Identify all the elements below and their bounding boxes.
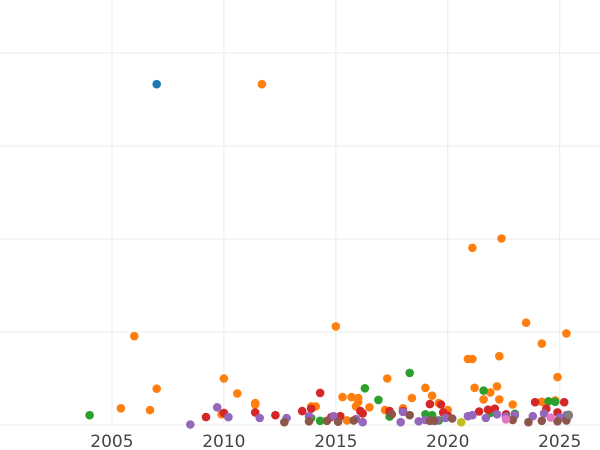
data-point xyxy=(130,331,139,341)
data-point xyxy=(530,397,540,407)
data-point xyxy=(524,417,533,427)
data-point xyxy=(497,234,506,243)
data-point xyxy=(219,374,229,383)
data-point xyxy=(430,416,439,426)
data-point xyxy=(553,372,562,382)
data-point xyxy=(521,318,531,328)
data-point xyxy=(539,409,549,418)
grid xyxy=(0,0,600,426)
data-point xyxy=(233,389,242,398)
data-point xyxy=(297,406,307,416)
data-point xyxy=(306,404,316,414)
data-point xyxy=(562,329,571,338)
data-point xyxy=(342,416,352,425)
data-point xyxy=(116,404,126,413)
data-point xyxy=(331,322,341,331)
data-point xyxy=(495,395,504,404)
data-point xyxy=(374,395,383,405)
x-tick-label: 2015 xyxy=(314,432,357,450)
x-tick-label: 2025 xyxy=(538,432,581,450)
data-point xyxy=(537,397,547,407)
data-point xyxy=(360,384,370,393)
data-point xyxy=(349,416,359,425)
data-point xyxy=(405,368,415,378)
data-point xyxy=(255,413,264,423)
data-point xyxy=(358,417,368,427)
data-point xyxy=(398,407,408,417)
x-axis-tick-labels: 2005 2010 2015 2020 2025 xyxy=(90,432,581,450)
scatter-points xyxy=(85,79,573,429)
data-point xyxy=(483,405,493,415)
data-point xyxy=(508,415,517,425)
data-point xyxy=(212,403,222,412)
x-tick-label: 2005 xyxy=(90,432,133,450)
data-point xyxy=(271,410,280,420)
data-point xyxy=(537,416,547,426)
data-point xyxy=(441,413,450,423)
data-point xyxy=(407,393,417,403)
data-point xyxy=(152,384,161,394)
data-point xyxy=(474,407,484,416)
data-point xyxy=(427,391,437,401)
data-point xyxy=(186,420,195,429)
data-point xyxy=(224,412,233,422)
data-point xyxy=(201,412,211,422)
data-point xyxy=(447,414,457,423)
data-point xyxy=(492,382,502,391)
data-point xyxy=(553,417,562,426)
data-point xyxy=(383,374,392,383)
x-tick-label: 2010 xyxy=(202,432,245,450)
data-point xyxy=(479,386,488,395)
data-point xyxy=(425,399,435,409)
data-point xyxy=(501,415,511,424)
x-tick-label: 2020 xyxy=(426,432,469,450)
data-point xyxy=(414,417,424,426)
data-point xyxy=(436,400,446,409)
data-point xyxy=(421,383,430,393)
data-point xyxy=(358,409,368,418)
data-point xyxy=(322,416,332,426)
data-point xyxy=(470,383,479,393)
data-point xyxy=(85,410,94,420)
data-point xyxy=(387,410,397,419)
data-point xyxy=(481,413,491,423)
data-point xyxy=(347,392,356,402)
data-point xyxy=(315,388,325,398)
data-point xyxy=(492,410,502,419)
data-point xyxy=(550,397,560,407)
data-point xyxy=(405,410,415,420)
data-point xyxy=(396,417,406,427)
data-point xyxy=(468,354,477,364)
data-point xyxy=(495,351,504,361)
data-point xyxy=(537,339,547,348)
data-point xyxy=(365,403,374,412)
data-point xyxy=(468,410,477,420)
data-point xyxy=(486,388,495,397)
data-point xyxy=(250,400,260,409)
data-point xyxy=(152,79,161,89)
data-point xyxy=(145,405,155,415)
data-point xyxy=(479,395,488,404)
data-point xyxy=(546,413,555,422)
data-point xyxy=(257,79,267,89)
data-point xyxy=(280,417,289,427)
data-point xyxy=(468,243,477,253)
data-point xyxy=(304,417,314,426)
data-point xyxy=(508,400,517,409)
data-point xyxy=(315,416,325,426)
data-point xyxy=(528,411,538,421)
data-point xyxy=(544,397,553,406)
data-point xyxy=(456,417,466,427)
data-point xyxy=(333,417,343,427)
data-point xyxy=(564,410,573,420)
data-point xyxy=(338,392,347,402)
data-point xyxy=(559,397,569,407)
